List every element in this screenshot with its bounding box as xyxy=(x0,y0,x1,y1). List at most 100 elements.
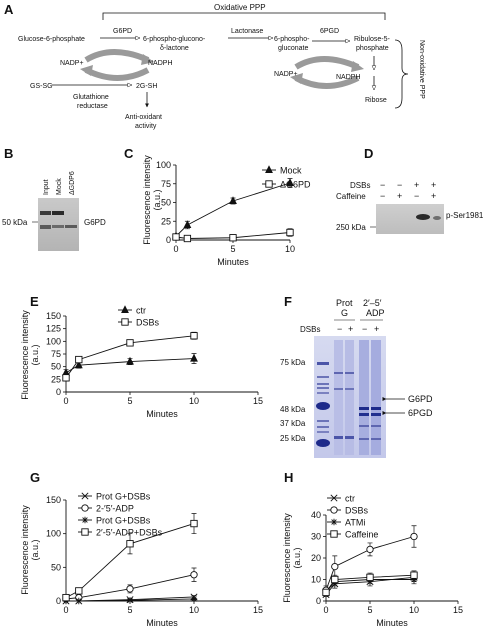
band-adp xyxy=(359,438,369,440)
data-point xyxy=(410,571,418,579)
sample-lanes xyxy=(334,340,381,455)
series-line xyxy=(65,335,195,379)
y-tick-label: 30 xyxy=(311,532,321,542)
legend-label: DSBs xyxy=(136,318,160,328)
antioxidant-2: activity xyxy=(135,123,157,130)
panel-f: F Prot G 2′–5′ ADP DSBs − + − + xyxy=(280,294,433,458)
legend-marker xyxy=(330,494,338,502)
ribulose-line-1: Ribulose-5- xyxy=(354,36,390,43)
series-1 xyxy=(172,228,294,243)
ladder-band-75kda xyxy=(316,402,330,410)
y-tick-label: 50 xyxy=(51,362,61,372)
y-tick-label: 40 xyxy=(311,510,321,520)
ladder-band xyxy=(317,426,329,428)
antioxidant-1: Anti-oxidant xyxy=(125,114,162,121)
cycle-arrowhead-2b xyxy=(290,73,303,84)
band-mock-upper xyxy=(52,211,64,215)
series-1 xyxy=(62,567,198,603)
glutathione-reductase-2: reductase xyxy=(77,103,108,110)
x-tick-label: 10 xyxy=(409,605,419,615)
nadph-2: NADPH xyxy=(336,74,361,81)
y-tick-label: 150 xyxy=(46,311,61,321)
panel-label-f: F xyxy=(284,294,292,309)
data-point xyxy=(229,234,237,242)
ladder-band-25kda xyxy=(316,439,330,447)
sign-grid-d: − − + + − + − + xyxy=(380,180,436,201)
row-label-dsbs: DSBs xyxy=(350,181,370,190)
band-adp xyxy=(359,425,369,427)
y-tick-label: 75 xyxy=(161,179,171,189)
y-axis-label: Fluorescence intensity(a.u.) xyxy=(142,155,162,245)
lane-protg-minus xyxy=(334,340,343,455)
lane-input: Input xyxy=(43,179,50,195)
data-point xyxy=(126,597,134,604)
panel-b: B Input Mock ΔGDP6 50 kDa G6PD xyxy=(2,146,106,251)
series-line xyxy=(175,182,291,237)
lactone-line-1: 6-phospho-glucono- xyxy=(143,36,206,43)
y-tick-label: 25 xyxy=(161,216,171,226)
data-point xyxy=(366,573,374,582)
cycle-arrowhead-1b xyxy=(80,65,93,76)
legend-label: Prot G+DSBs xyxy=(96,492,151,502)
band-adp-g6pd xyxy=(371,407,381,410)
x-tick-label: 5 xyxy=(367,605,372,615)
sign-caffeine-3: − xyxy=(414,191,419,201)
band-label-g6pd-f: G6PD xyxy=(408,394,433,404)
non-oxidative-brace xyxy=(394,39,409,109)
panel-label-h: H xyxy=(284,470,293,485)
x-tick-label: 0 xyxy=(323,605,328,615)
nadp-plus-2: NADP+ xyxy=(274,71,298,78)
sign-f-2: + xyxy=(348,324,353,334)
sign-dsbs-3: + xyxy=(414,180,419,190)
x-tick-label: 0 xyxy=(63,396,68,406)
data-point xyxy=(286,178,294,187)
lane-protg-plus xyxy=(345,340,354,455)
data-point xyxy=(190,519,198,528)
x-tick-label: 5 xyxy=(127,605,132,615)
sign-f-3: − xyxy=(362,324,367,334)
lane-mock: Mock xyxy=(56,178,63,195)
sign-f-1: − xyxy=(337,324,342,334)
enzyme-6pgd: 6PGD xyxy=(320,28,339,35)
y-tick-label: 0 xyxy=(166,235,171,245)
y-axis-label: Fluorescence intensity(a.u.) xyxy=(282,513,302,603)
marker-25kda: 25 kDa xyxy=(280,434,306,443)
y-tick-label: 100 xyxy=(46,529,61,539)
gssg: GS-SG xyxy=(30,83,53,90)
series-3 xyxy=(62,513,198,602)
band-adp xyxy=(371,425,381,427)
ladder-band xyxy=(317,383,329,385)
marker-37kda: 37 kDa xyxy=(280,419,306,428)
cycle-arrowhead-1a xyxy=(141,54,154,65)
band-adp-g6pd xyxy=(359,407,369,410)
x-tick-label: 10 xyxy=(189,605,199,615)
lane-adp-minus xyxy=(359,340,369,455)
panel-label-g: G xyxy=(30,470,40,485)
x-tick-label: 5 xyxy=(127,396,132,406)
band-protg xyxy=(345,436,354,439)
group-label-protg-line2: G xyxy=(341,308,348,318)
band-protg xyxy=(345,388,354,390)
data-point xyxy=(190,332,198,340)
series-0 xyxy=(172,178,294,240)
ladder-band xyxy=(317,362,329,365)
series-line xyxy=(325,579,414,593)
nadph-1: NADPH xyxy=(148,60,173,67)
group-label-adp-line2: ADP xyxy=(366,308,385,318)
western-blot-d xyxy=(376,204,444,234)
ladder-band xyxy=(317,392,329,394)
data-point xyxy=(74,360,83,369)
y-tick-label: 0 xyxy=(316,596,321,606)
y-axis-label: Fluorescence intensity(a.u.) xyxy=(20,505,40,595)
enzyme-g6pd: G6PD xyxy=(113,28,132,35)
legend-label: DSBs xyxy=(345,506,369,516)
x-tick-label: 5 xyxy=(230,244,235,254)
y-tick-label: 0 xyxy=(56,596,61,606)
y-tick-label: 100 xyxy=(156,160,171,170)
data-point xyxy=(190,595,198,603)
ladder-band xyxy=(317,387,329,389)
row-label-caffeine: Caffeine xyxy=(336,192,366,201)
sign-caffeine-2: + xyxy=(397,191,402,201)
ladder-band xyxy=(317,420,329,422)
